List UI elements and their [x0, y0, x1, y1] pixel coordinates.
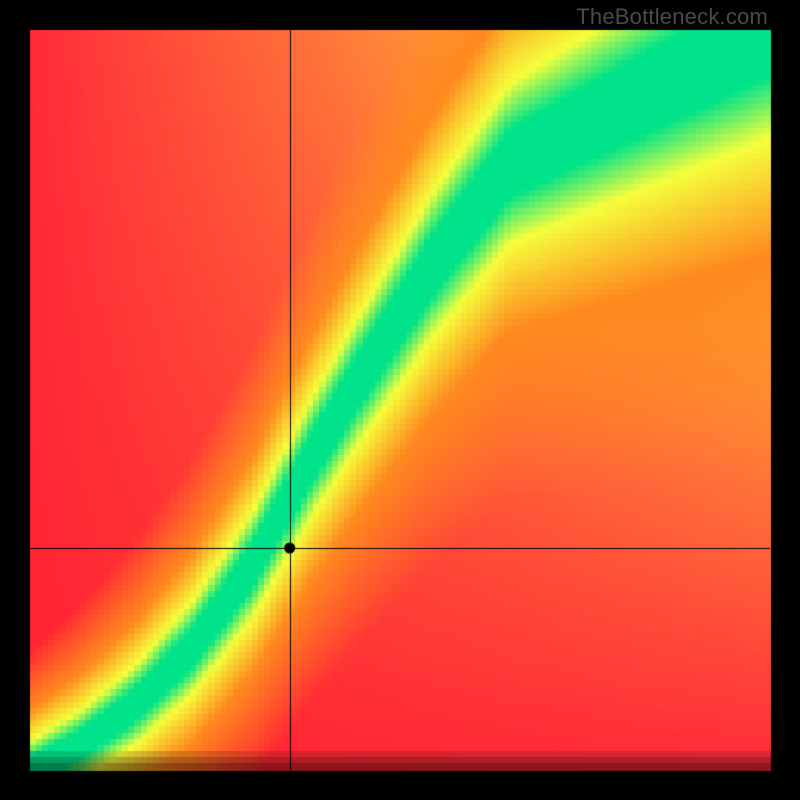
crosshair-overlay [0, 0, 800, 800]
chart-container: TheBottleneck.com [0, 0, 800, 800]
watermark-text: TheBottleneck.com [576, 4, 768, 30]
